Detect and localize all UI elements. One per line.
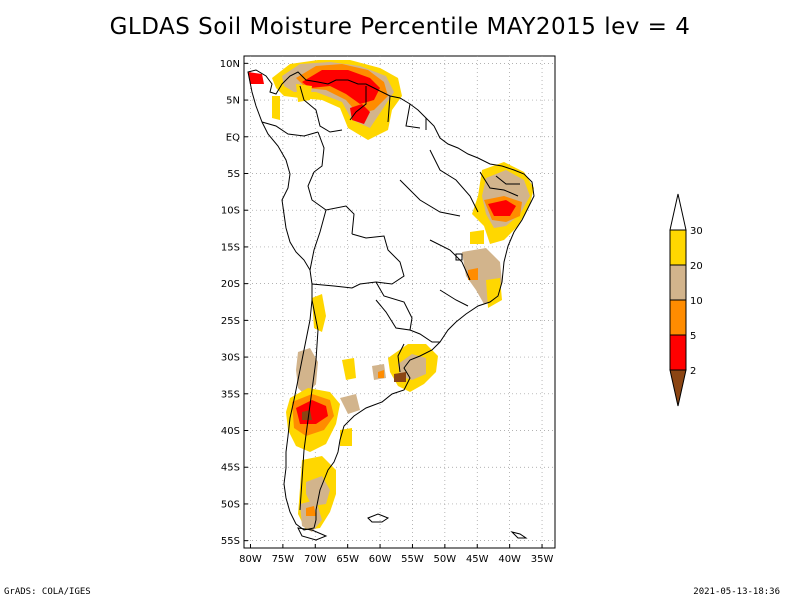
colorbar-label: 5: [690, 331, 696, 342]
border-paraguay: [375, 281, 413, 331]
patch-colombia-yellow: [296, 84, 312, 102]
tierra-del-fuego-outline: [297, 527, 328, 541]
patch-patagonia-orange: [306, 506, 316, 516]
patch-nw-corner: [248, 72, 264, 84]
patch-north-red-2: [350, 104, 370, 124]
falklands-outline: [367, 513, 390, 523]
lat-tick-label: 10S: [221, 206, 240, 217]
lat-tick-label: 50S: [221, 499, 240, 510]
border-venezuela-guyana: [349, 86, 367, 121]
border-bolivia-brazil: [351, 233, 405, 285]
patch-east-brazil-yellow: [486, 278, 502, 308]
longitude-tick-labels: 80W 75W 70W 65W 60W 55W 50W 45W 40W 35W: [239, 544, 553, 565]
colorbar-label: 2: [690, 366, 696, 377]
border-brazil-states-6: [439, 289, 469, 307]
lon-tick-label: 70W: [304, 554, 327, 565]
colorbar-arrow-top: [669, 193, 687, 231]
patch-argentina-central-2: [340, 428, 352, 446]
border-brazil-states-4: [479, 171, 519, 197]
lon-tick-label: 45W: [466, 554, 489, 565]
colorbar-segment: [669, 334, 687, 371]
border-chile-argentina: [299, 299, 319, 511]
patch-colombia-small: [272, 96, 280, 120]
lon-tick-label: 65W: [336, 554, 359, 565]
colorbar-label: 10: [690, 296, 703, 307]
lat-tick-label: 40S: [221, 426, 240, 437]
lon-tick-label: 75W: [272, 554, 295, 565]
border-guianas: [387, 95, 427, 130]
patch-ne-red: [488, 200, 516, 216]
lon-tick-label: 80W: [239, 554, 262, 565]
border-brazil-states-1: [429, 149, 479, 213]
patch-east-brazil-dot: [468, 268, 478, 280]
patch-argentina-central: [340, 394, 360, 414]
country-borders: [247, 69, 535, 541]
colorbar-arrow-bottom: [669, 369, 687, 407]
lat-tick-label: 10N: [220, 59, 240, 70]
lat-tick-label: 35S: [221, 389, 240, 400]
lon-tick-label: 40W: [498, 554, 521, 565]
lon-tick-label: 60W: [369, 554, 392, 565]
border-brazil-states-2: [399, 179, 461, 217]
lat-tick-label: 5S: [227, 169, 240, 180]
patch-argentina-mid: [342, 358, 356, 380]
lat-tick-label: 5N: [226, 96, 240, 107]
footer-credit: GrADS: COLA/IGES: [4, 587, 91, 597]
border-peru-bolivia: [309, 209, 327, 271]
colorbar-segment: [669, 229, 687, 266]
lat-tick-label: 30S: [221, 353, 240, 364]
border-bolivia-chile-arg: [311, 281, 377, 289]
coastline-south-america: [247, 69, 535, 531]
chart-title: GLDAS Soil Moisture Percentile MAY2015 l…: [109, 14, 691, 40]
patch-argentina-mid3: [378, 370, 384, 378]
lat-tick-label: 20S: [221, 279, 240, 290]
lat-tick-label: 25S: [221, 316, 240, 327]
border-argentina-uruguay: [397, 343, 405, 373]
patch-patagonia-tan: [306, 476, 330, 506]
colorbar-segment: [669, 299, 687, 336]
lon-tick-label: 35W: [531, 554, 554, 565]
colorbar-segment: [669, 264, 687, 301]
south-georgia-outline: [510, 531, 528, 539]
lat-tick-label: 55S: [221, 536, 240, 547]
colorbar-label: 30: [690, 226, 703, 237]
footer-timestamp: 2021-05-13-18:36: [693, 587, 780, 597]
colorbar-label: 20: [690, 261, 703, 272]
border-argentina-brazil: [409, 329, 440, 343]
lon-tick-label: 50W: [434, 554, 457, 565]
lat-tick-label: 45S: [221, 463, 240, 474]
lat-tick-label: 15S: [221, 242, 240, 253]
latitude-tick-labels: 10N 5N EQ 5S 10S 15S 20S 25S 30S 35S 40S 45S 50S 55S: [220, 59, 248, 547]
border-colombia-venezuela: [299, 85, 343, 133]
border-ecuador-peru: [261, 121, 319, 137]
border-colombia-brazil: [313, 131, 325, 173]
lat-tick-label: EQ: [226, 132, 240, 143]
map-frame: [243, 55, 556, 549]
patch-ne-yellow-2: [470, 230, 484, 244]
patch-chile-north: [312, 294, 326, 332]
patch-north-red: [302, 70, 380, 104]
colorbar: 30 20 10 5 2: [669, 193, 703, 407]
fernando-island-outline: [455, 253, 463, 261]
lon-tick-label: 55W: [401, 554, 424, 565]
border-brazil-states-5: [495, 175, 520, 185]
patch-uruguay-brown: [394, 372, 406, 382]
